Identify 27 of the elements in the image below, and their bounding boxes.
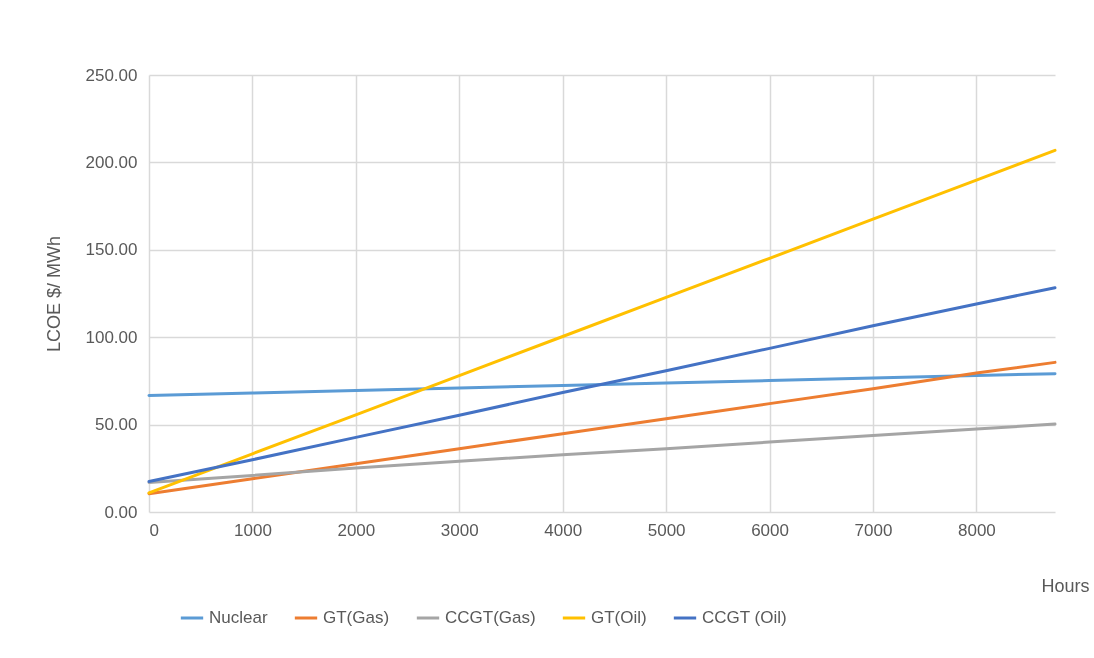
- line-series: [147, 360, 1057, 496]
- y-tick-label: 150.00: [85, 240, 138, 260]
- y-axis-title: LCOE $/ MWh: [43, 235, 64, 353]
- legend-label: CCGT(Gas): [445, 608, 536, 627]
- x-axis-title: Hours: [1041, 575, 1090, 596]
- line-series: [147, 148, 1057, 495]
- x-tick-label: 1000: [234, 520, 272, 540]
- y-tick-label: 100.00: [85, 327, 138, 347]
- x-tick-label: 6000: [751, 520, 789, 540]
- legend-label: GT(Oil): [591, 608, 647, 627]
- x-tick-label: 5000: [647, 520, 686, 540]
- x-tick-label: 8000: [957, 520, 996, 540]
- x-tick-label: 7000: [854, 520, 893, 540]
- legend-label: CCGT (Oil): [702, 608, 787, 627]
- line-series: [147, 286, 1057, 483]
- legend-label: Nuclear: [209, 608, 268, 627]
- y-tick-label: 250.00: [85, 65, 138, 85]
- y-tick-label: 200.00: [85, 152, 138, 172]
- x-tick-label: 4000: [544, 520, 583, 540]
- line-series: [147, 422, 1057, 484]
- x-tick-label: 3000: [440, 520, 479, 540]
- y-tick-label: 50.00: [94, 415, 138, 435]
- legend-label: GT(Gas): [323, 608, 390, 627]
- line-series: [147, 372, 1057, 397]
- x-tick-label: 2000: [337, 520, 376, 540]
- y-tick-label: 0.00: [104, 502, 138, 522]
- x-tick-label: 0: [149, 520, 159, 540]
